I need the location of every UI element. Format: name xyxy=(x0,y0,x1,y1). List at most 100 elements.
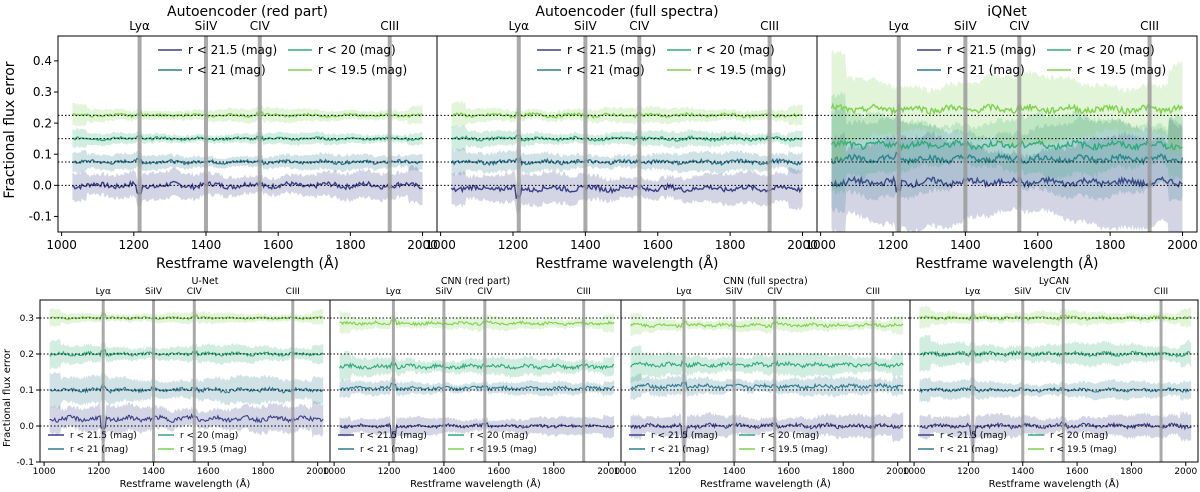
series-line xyxy=(830,138,1183,152)
x-tick-label: 1200 xyxy=(87,467,110,477)
emission-line-label: Lyα xyxy=(888,19,909,33)
emission-line-label: CIV xyxy=(1056,287,1072,297)
x-tick-label: 2000 xyxy=(407,238,438,252)
legend-label: r < 20 (mag) xyxy=(1050,431,1108,441)
plot-area xyxy=(817,36,1197,232)
emission-line-label: Lyα xyxy=(508,19,529,33)
x-tick-label: 1400 xyxy=(1011,467,1034,477)
x-tick-label: 1600 xyxy=(487,467,510,477)
series-line xyxy=(49,349,324,358)
legend-label: r < 21.5 (mag) xyxy=(947,43,1036,57)
legend-label: r < 20 (mag) xyxy=(318,43,396,57)
series-band xyxy=(339,414,615,446)
emission-line-label: CIII xyxy=(866,287,880,297)
emission-line-label: SiIV xyxy=(954,19,977,33)
legend-label: r < 19.5 (mag) xyxy=(470,445,537,455)
x-tick-label: 1200 xyxy=(878,238,909,252)
legend-label: r < 21.5 (mag) xyxy=(70,431,137,441)
y-tick-label: 0.1 xyxy=(33,147,52,161)
legend-label: r < 21 (mag) xyxy=(947,63,1025,77)
x-tick-label: 1200 xyxy=(957,467,980,477)
y-tick-label: 0.4 xyxy=(33,54,52,68)
emission-line-label: Lyα xyxy=(386,287,402,297)
x-tick-label: 1800 xyxy=(252,467,275,477)
chart-panel: Lyα SiIV CIV CIII 1000 1200 1400 1600 1800 2000 Re… xyxy=(16,276,331,490)
legend: r < 21.5 (mag) r < 21 (mag) r < 20 (mag) r … xyxy=(918,431,1117,455)
series-band xyxy=(49,400,324,442)
series-band xyxy=(831,49,1183,165)
emission-line-label: CIV xyxy=(250,19,271,33)
chart-title: LyCAN xyxy=(1039,276,1069,287)
chart-title: iQNet xyxy=(987,4,1027,20)
emission-line-label: SiIV xyxy=(195,19,218,33)
legend-label: r < 21.5 (mag) xyxy=(940,431,1007,441)
legend: r < 21.5 (mag) r < 21 (mag) r < 20 (mag) r … xyxy=(537,43,786,77)
legend-label: r < 21 (mag) xyxy=(70,445,128,455)
plot-frame xyxy=(909,299,1199,463)
chart-panel: Lyα SiIV CIV CIII 1000 1200 1400 1600 1800 2000 Re… xyxy=(323,276,622,490)
emission-line-label: CIV xyxy=(187,287,203,297)
series-line xyxy=(630,380,904,391)
y-tick-label: 0.2 xyxy=(33,116,52,130)
emission-line-label: CIV xyxy=(767,287,783,297)
legend-label: r < 21 (mag) xyxy=(188,63,266,77)
x-tick-label: 1600 xyxy=(642,238,673,252)
legend-label: r < 19.5 (mag) xyxy=(318,63,407,77)
legend: r < 21.5 (mag) r < 21 (mag) r < 20 (mag) r … xyxy=(629,431,828,455)
legend-label: r < 21 (mag) xyxy=(940,445,998,455)
emission-line-label: SiIV xyxy=(574,19,597,33)
x-axis-title: Restframe wavelength (Å) xyxy=(916,255,1099,272)
series-band xyxy=(831,91,1183,195)
series-band xyxy=(919,410,1192,449)
chart-panel: Lyα SiIV CIV CIII 1000 1200 1400 1600 1800 2000 Re… xyxy=(614,276,911,490)
emission-line-label: Lyα xyxy=(95,287,111,297)
x-tick-label: 2000 xyxy=(1174,467,1197,477)
series-line xyxy=(451,134,804,143)
x-tick-label: 2000 xyxy=(886,467,909,477)
x-tick-label: 1200 xyxy=(498,238,529,252)
legend-label: r < 21.5 (mag) xyxy=(188,43,277,57)
series-line xyxy=(830,174,1183,193)
emission-line-label: CIII xyxy=(380,19,399,33)
legend-label: r < 19.5 (mag) xyxy=(180,445,247,455)
plot-area xyxy=(58,36,437,232)
legend: r < 21.5 (mag) r < 21 (mag) r < 20 (mag) r … xyxy=(158,43,407,77)
legend-label: r < 21 (mag) xyxy=(360,445,418,455)
x-tick-label: 1000 xyxy=(33,467,56,477)
series-band xyxy=(49,308,324,327)
series-band xyxy=(630,312,904,337)
emission-line-label: CIV xyxy=(1009,19,1030,33)
x-tick-label: 1000 xyxy=(805,238,836,252)
chart-title: CNN (full spectra) xyxy=(723,276,807,287)
x-tick-label: 1400 xyxy=(570,238,601,252)
legend-label: r < 21 (mag) xyxy=(651,445,709,455)
x-tick-label: 1600 xyxy=(777,467,800,477)
x-tick-label: 1800 xyxy=(1120,467,1143,477)
series-line xyxy=(339,382,615,392)
legend: r < 21.5 (mag) r < 21 (mag) r < 20 (mag) r … xyxy=(48,431,247,455)
y-tick-label: 0.0 xyxy=(33,179,52,193)
emission-line-label: Lyα xyxy=(129,19,150,33)
plot-area xyxy=(910,300,1198,462)
x-tick-label: 1200 xyxy=(378,467,401,477)
emission-line-label: SiIV xyxy=(726,287,744,297)
x-tick-label: 1000 xyxy=(425,238,456,252)
chart-panel: Lyα SiIV CIV CIII 1000 1200 1400 1600 1800 2000 Re… xyxy=(805,4,1197,272)
x-tick-label: 1800 xyxy=(715,238,746,252)
x-tick-label: 1000 xyxy=(614,467,637,477)
legend-label: r < 21.5 (mag) xyxy=(567,43,656,57)
series-line xyxy=(630,359,904,369)
series-band xyxy=(630,411,904,449)
y-tick-label: 0.3 xyxy=(33,85,52,99)
x-tick-label: 1800 xyxy=(832,467,855,477)
x-axis-title: Restframe wavelength (Å) xyxy=(700,477,831,490)
x-tick-label: 1800 xyxy=(335,238,366,252)
y-tick-label: -0.1 xyxy=(16,458,34,468)
y-axis-title-top: Fractional flux error xyxy=(2,61,18,198)
legend-label: r < 21.5 (mag) xyxy=(651,431,718,441)
x-tick-label: 1600 xyxy=(1022,238,1053,252)
legend-label: r < 20 (mag) xyxy=(470,431,528,441)
x-tick-label: 2000 xyxy=(597,467,620,477)
emission-line-label: CIV xyxy=(629,19,650,33)
chart-title: U-Net xyxy=(191,276,218,287)
